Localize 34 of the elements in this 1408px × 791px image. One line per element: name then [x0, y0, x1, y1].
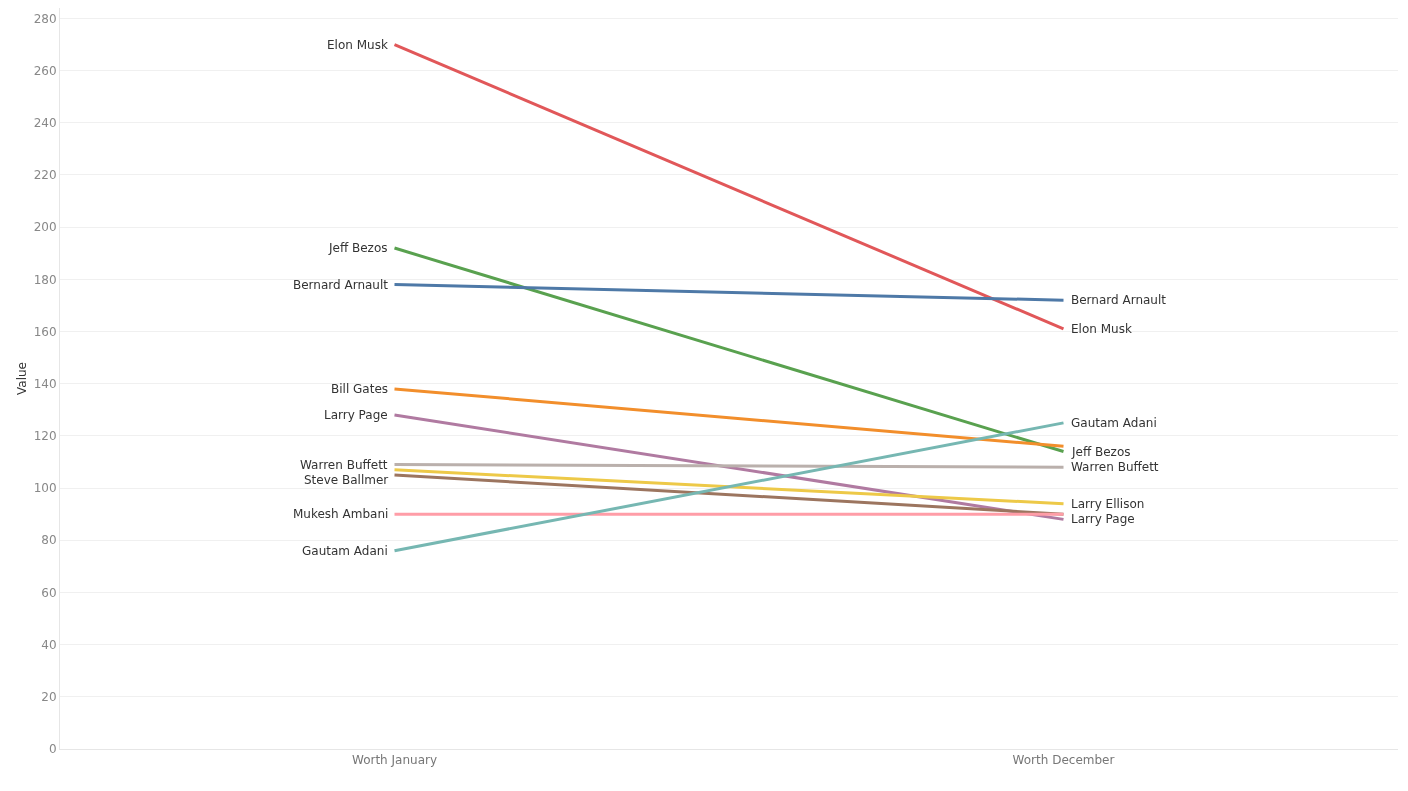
annotation: Gautam Adani — [1071, 416, 1157, 430]
y-axis-title: Value — [15, 362, 29, 395]
x-tick-label: Worth December — [1012, 753, 1115, 768]
annotation: Mukesh Ambani — [293, 507, 389, 521]
y-tick-label: 260 — [33, 63, 57, 78]
annotation: Bill Gates — [331, 382, 389, 396]
y-tick-label: 120 — [33, 429, 57, 444]
annotation: Gautam Adani — [302, 544, 388, 558]
y-tick-label: 240 — [33, 116, 57, 130]
annotation: Elon Musk — [327, 38, 388, 52]
annotation: Jeff Bezos — [1071, 445, 1131, 459]
annotation: Jeff Bezos — [328, 241, 388, 255]
annotation: Elon Musk — [1071, 322, 1132, 336]
annotation: Warren Buffett — [1071, 460, 1159, 474]
y-tick-label: 80 — [41, 533, 57, 548]
y-tick-label: 220 — [33, 168, 57, 183]
x-tick-label: Worth January — [351, 753, 438, 768]
y-tick-label: 60 — [41, 585, 57, 600]
annotation: Bernard Arnault — [293, 278, 389, 292]
y-tick-label: 0 — [48, 742, 57, 757]
y-tick-label: 160 — [33, 324, 57, 339]
y-tick-label: 200 — [33, 220, 57, 235]
y-tick-label: 40 — [41, 637, 57, 652]
y-tick-label: 140 — [33, 376, 57, 391]
annotation: Larry Ellison — [1071, 497, 1145, 511]
annotation: Larry Page — [324, 408, 388, 422]
y-tick-label: 180 — [33, 272, 57, 287]
annotation: Steve Ballmer — [304, 473, 389, 487]
y-tick-label: 280 — [33, 11, 57, 26]
annotation: Warren Buffett — [300, 458, 388, 472]
annotation: Larry Page — [1071, 512, 1135, 526]
annotation: Bernard Arnault — [1071, 293, 1167, 307]
y-tick-label: 100 — [33, 481, 57, 496]
y-tick-label: 20 — [41, 690, 57, 705]
